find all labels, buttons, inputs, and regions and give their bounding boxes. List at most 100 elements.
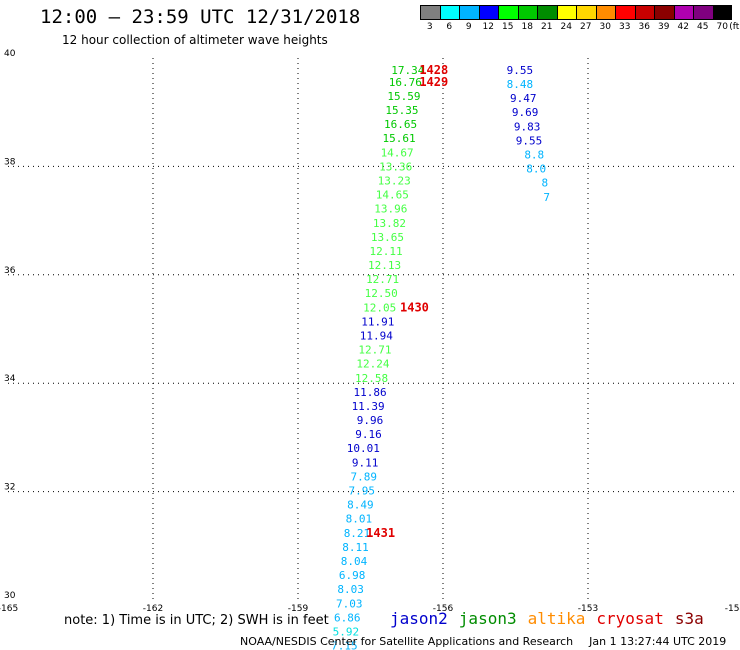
time-label: 1429 [419, 75, 448, 89]
swh-label: 14.65 [376, 189, 409, 202]
swh-label: 9.11 [352, 456, 379, 469]
color-swatch [459, 5, 479, 20]
color-swatch [576, 5, 596, 20]
y-tick-label: 38 [4, 157, 16, 167]
color-scale-tick: 21 [541, 22, 553, 32]
legend-altika: altika [527, 609, 586, 628]
swh-label: 8 [541, 177, 548, 190]
time-label: 1430 [400, 300, 429, 314]
swh-label: 6.98 [339, 569, 366, 582]
time-label: 1428 [419, 63, 448, 77]
x-tick-label: -153 [578, 604, 598, 614]
swh-label: 12.05 [363, 301, 396, 314]
legend-jason3: jason3 [458, 609, 517, 628]
time-label: 1431 [366, 526, 395, 540]
satellite-legend: jason2 jason3 altika cryosat s3a [390, 609, 715, 628]
color-scale-tick: 33 [619, 22, 631, 32]
swh-label: 8.11 [342, 541, 369, 554]
swh-label: 9.47 [510, 92, 537, 105]
swh-label: 8.49 [347, 499, 374, 512]
swh-label: 7.15 [331, 640, 358, 650]
swh-label: 8.04 [341, 555, 368, 568]
color-scale-tick: 6 [446, 22, 453, 32]
swh-label: 8.0 [526, 163, 546, 176]
color-scale-tick: 39 [658, 22, 670, 32]
color-scale-tick: 45 [697, 22, 709, 32]
swh-label: 13.96 [374, 203, 407, 216]
x-tick-label: -156 [433, 604, 454, 614]
units-note: note: 1) Time is in UTC; 2) SWH is in fe… [64, 613, 329, 628]
legend-jason2: jason2 [390, 609, 448, 628]
swh-label: 8.03 [337, 583, 364, 596]
chart-title: 12:00 – 23:59 UTC 12/31/2018 [40, 6, 361, 28]
color-swatch [693, 5, 713, 20]
credit-timestamp: Jan 1 13:27:44 UTC 2019 [589, 635, 727, 648]
swh-label: 13.23 [378, 174, 411, 187]
swh-label: 7.95 [349, 485, 376, 498]
color-scale-tick: 24 [560, 22, 572, 32]
swh-label: 8.01 [346, 513, 373, 526]
swh-label: 9.55 [507, 64, 534, 77]
credit-line: NOAA/NESDIS Center for Satellite Applica… [240, 635, 726, 648]
swh-label: 8.8 [524, 148, 544, 161]
swh-label: 11.94 [360, 330, 393, 343]
color-swatch [615, 5, 635, 20]
swh-label: 13.36 [379, 160, 412, 173]
color-swatch [634, 5, 654, 20]
y-tick-label: 30 [4, 591, 16, 601]
swh-label: 12.24 [356, 358, 389, 371]
swh-label: 16.76 [389, 76, 422, 89]
swh-label: 9.83 [514, 120, 541, 133]
x-tick-label: -165 [0, 604, 18, 614]
color-scale-tick: 3 [426, 22, 433, 32]
color-swatch [478, 5, 498, 20]
swh-label: 12.11 [369, 245, 402, 258]
color-scale-tick: 30 [599, 22, 611, 32]
swh-label: 9.69 [512, 106, 539, 119]
color-scale-tick: 70 [716, 22, 728, 32]
swh-label: 7 [543, 191, 550, 204]
swh-label: 7.03 [336, 597, 363, 610]
x-tick-label: -154 [725, 604, 740, 614]
y-tick-label: 32 [4, 483, 15, 493]
color-swatch [556, 5, 576, 20]
x-tick-label: -162 [143, 604, 163, 614]
color-swatch [537, 5, 557, 20]
color-scale-tick: 36 [638, 22, 650, 32]
chart-subtitle: 12 hour collection of altimeter wave hei… [62, 33, 328, 47]
swh-label: 11.86 [354, 386, 387, 399]
credit-org: NOAA/NESDIS Center for Satellite Applica… [240, 635, 574, 648]
swh-label: 17.34 [391, 64, 424, 77]
color-scale-tick: 18 [521, 22, 533, 32]
color-scale-tick: 27 [580, 22, 592, 32]
swh-label: 15.35 [385, 104, 418, 117]
swh-label: 9.55 [516, 134, 543, 147]
swh-label: 11.91 [361, 315, 394, 328]
swh-label: 7.89 [350, 470, 377, 483]
swh-label: 16.65 [384, 118, 417, 131]
color-swatch [673, 5, 693, 20]
x-tick-label: -159 [288, 604, 309, 614]
swh-label: 6.86 [334, 611, 361, 624]
swh-label: 10.01 [347, 442, 380, 455]
y-tick-label: 36 [4, 266, 16, 276]
swh-label: 13.65 [371, 231, 404, 244]
color-scale-bar [420, 5, 732, 22]
color-swatch [420, 5, 440, 20]
swh-label: 14.67 [381, 146, 414, 159]
color-scale-tick: 9 [465, 22, 472, 32]
color-swatch [439, 5, 459, 20]
swh-label: 15.59 [387, 90, 420, 103]
color-swatch [595, 5, 615, 20]
swh-label: 9.16 [355, 428, 382, 441]
y-tick-label: 40 [4, 49, 16, 59]
color-scale-tick: 15 [502, 22, 514, 32]
legend-cryosat: cryosat [596, 609, 664, 628]
swh-label: 8.21 [344, 527, 371, 540]
swh-label: 12.71 [358, 344, 391, 357]
swh-label: 11.39 [352, 400, 385, 413]
swh-label: 12.13 [368, 259, 401, 272]
swh-label: 12.71 [366, 273, 399, 286]
